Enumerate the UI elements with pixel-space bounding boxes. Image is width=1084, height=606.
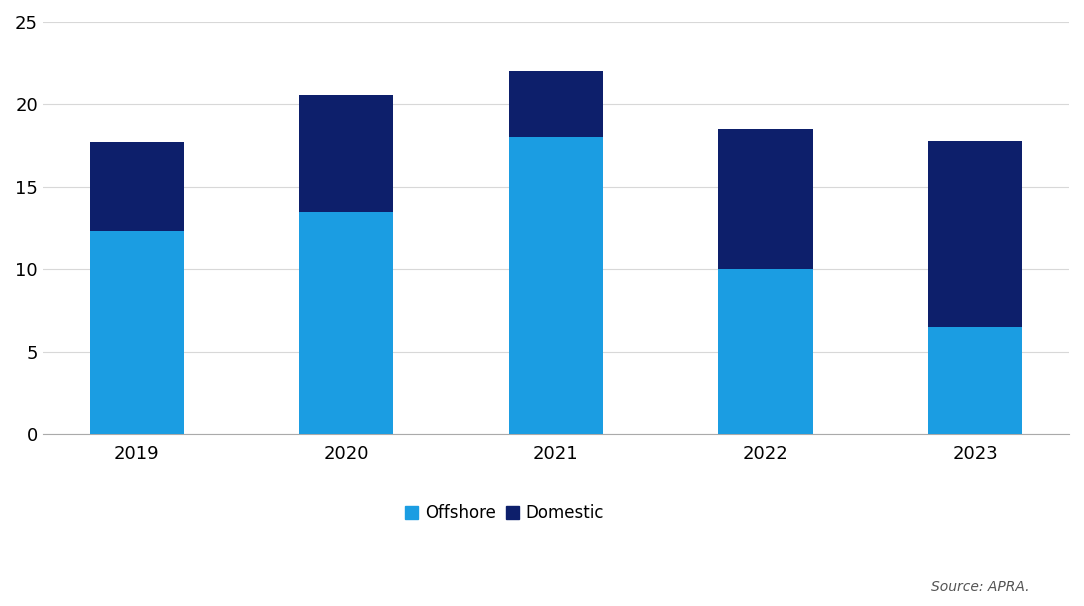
Bar	[719, 129, 813, 269]
Bar	[299, 95, 393, 211]
Bar	[90, 231, 184, 434]
Bar	[928, 141, 1022, 327]
Text: Source: APRA.: Source: APRA.	[931, 580, 1030, 594]
Bar	[508, 138, 603, 434]
Legend: Offshore, Domestic: Offshore, Domestic	[405, 504, 604, 522]
Bar	[928, 327, 1022, 434]
Bar	[90, 142, 184, 231]
Bar	[719, 269, 813, 434]
Bar	[299, 211, 393, 434]
Bar	[508, 72, 603, 138]
